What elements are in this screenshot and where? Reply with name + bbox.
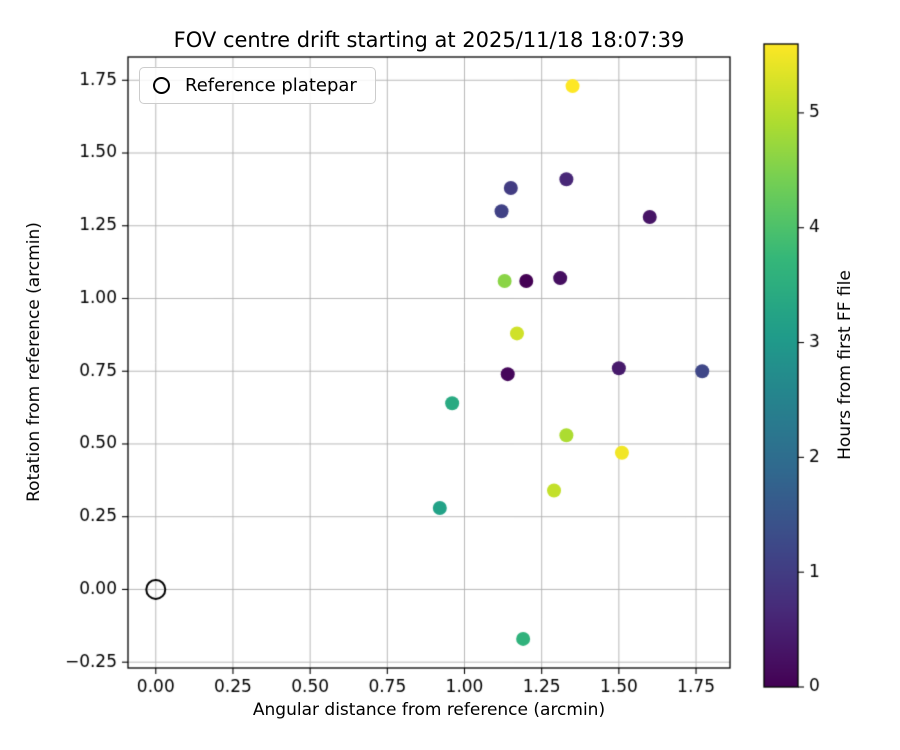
legend: Reference platepar <box>139 67 376 104</box>
y-axis-label: Rotation from reference (arcmin) <box>24 222 44 502</box>
colorbar-label: Hours from first FF file <box>835 270 855 460</box>
open-circle-marker-icon <box>153 77 170 94</box>
legend-label: Reference platepar <box>185 75 357 96</box>
chart-title: FOV centre drift starting at 2025/11/18 … <box>173 28 685 52</box>
x-axis-label: Angular distance from reference (arcmin) <box>252 700 606 720</box>
